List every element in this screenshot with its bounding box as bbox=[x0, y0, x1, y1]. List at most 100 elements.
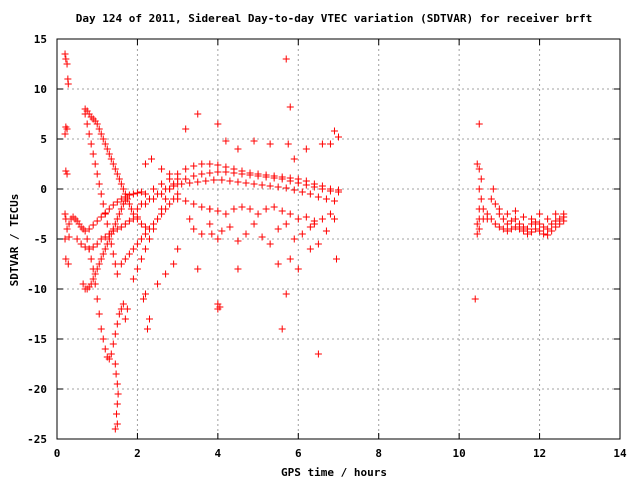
data-point bbox=[63, 225, 71, 233]
data-point bbox=[91, 270, 99, 278]
data-point bbox=[113, 215, 121, 223]
data-point bbox=[111, 165, 119, 173]
data-point bbox=[113, 198, 121, 206]
data-point bbox=[234, 178, 242, 186]
data-point bbox=[93, 120, 101, 128]
data-point bbox=[91, 280, 99, 288]
data-point bbox=[85, 130, 93, 138]
data-point bbox=[139, 295, 147, 303]
data-point bbox=[306, 223, 314, 231]
data-point bbox=[206, 160, 214, 168]
data-point bbox=[491, 220, 499, 228]
data-point bbox=[62, 55, 70, 63]
data-point bbox=[286, 174, 294, 182]
data-point bbox=[515, 225, 523, 233]
data-point bbox=[97, 130, 105, 138]
data-point bbox=[475, 185, 483, 193]
data-point bbox=[158, 205, 166, 213]
data-point bbox=[302, 213, 310, 221]
data-point bbox=[332, 255, 340, 263]
data-point bbox=[113, 420, 121, 428]
data-point bbox=[113, 320, 121, 328]
data-point bbox=[111, 220, 119, 228]
data-point bbox=[113, 400, 121, 408]
data-point bbox=[89, 275, 97, 283]
data-point bbox=[141, 223, 149, 231]
data-point bbox=[99, 250, 107, 258]
data-point bbox=[166, 200, 174, 208]
data-point bbox=[282, 55, 290, 63]
data-point bbox=[222, 163, 230, 171]
data-point bbox=[294, 215, 302, 223]
data-point bbox=[511, 207, 519, 215]
data-point bbox=[282, 220, 290, 228]
data-point bbox=[214, 235, 222, 243]
data-point bbox=[198, 170, 206, 178]
data-point bbox=[186, 215, 194, 223]
data-point bbox=[190, 200, 198, 208]
data-point bbox=[540, 223, 548, 231]
data-point bbox=[109, 340, 117, 348]
data-point bbox=[310, 220, 318, 228]
data-point bbox=[121, 220, 129, 228]
data-point bbox=[141, 160, 149, 168]
data-point bbox=[519, 227, 527, 235]
data-point bbox=[475, 120, 483, 128]
data-point bbox=[302, 177, 310, 185]
data-point bbox=[158, 180, 166, 188]
data-point bbox=[162, 270, 170, 278]
data-point bbox=[314, 193, 322, 201]
data-point bbox=[95, 125, 103, 133]
data-point bbox=[89, 221, 97, 229]
data-point bbox=[83, 235, 91, 243]
data-point bbox=[495, 223, 503, 231]
data-point bbox=[330, 127, 338, 135]
data-point bbox=[150, 225, 158, 233]
data-point bbox=[170, 260, 178, 268]
data-point bbox=[214, 168, 222, 176]
data-point bbox=[477, 175, 485, 183]
data-point bbox=[103, 145, 111, 153]
data-point bbox=[310, 180, 318, 188]
data-point bbox=[111, 330, 119, 338]
data-point bbox=[194, 110, 202, 118]
data-point bbox=[222, 210, 230, 218]
data-point bbox=[113, 380, 121, 388]
data-point bbox=[61, 210, 69, 218]
data-point bbox=[137, 255, 145, 263]
data-point bbox=[258, 233, 266, 241]
data-point bbox=[62, 167, 70, 175]
data-point bbox=[112, 370, 120, 378]
data-point bbox=[286, 255, 294, 263]
data-point bbox=[109, 201, 117, 209]
y-tick-label: 5 bbox=[40, 133, 47, 146]
data-point bbox=[95, 260, 103, 268]
data-point bbox=[99, 335, 107, 343]
data-points bbox=[61, 50, 568, 433]
data-point bbox=[170, 182, 178, 190]
data-point bbox=[105, 150, 113, 158]
data-point bbox=[503, 227, 511, 235]
data-point bbox=[234, 265, 242, 273]
data-point bbox=[254, 170, 262, 178]
x-tick-label: 8 bbox=[375, 447, 382, 460]
data-point bbox=[473, 230, 481, 238]
data-point bbox=[210, 176, 218, 184]
x-tick-label: 2 bbox=[134, 447, 141, 460]
data-point bbox=[190, 225, 198, 233]
data-point bbox=[274, 260, 282, 268]
data-point bbox=[560, 210, 568, 218]
data-point bbox=[83, 120, 91, 128]
data-point bbox=[477, 195, 485, 203]
data-point bbox=[97, 235, 105, 243]
data-point bbox=[95, 310, 103, 318]
data-point bbox=[137, 200, 145, 208]
x-axis-label: GPS time / hours bbox=[281, 466, 387, 479]
data-point bbox=[113, 270, 121, 278]
data-point bbox=[190, 172, 198, 180]
data-point bbox=[475, 225, 483, 233]
data-point bbox=[528, 228, 536, 236]
data-point bbox=[274, 225, 282, 233]
data-point bbox=[290, 155, 298, 163]
data-point bbox=[202, 177, 210, 185]
